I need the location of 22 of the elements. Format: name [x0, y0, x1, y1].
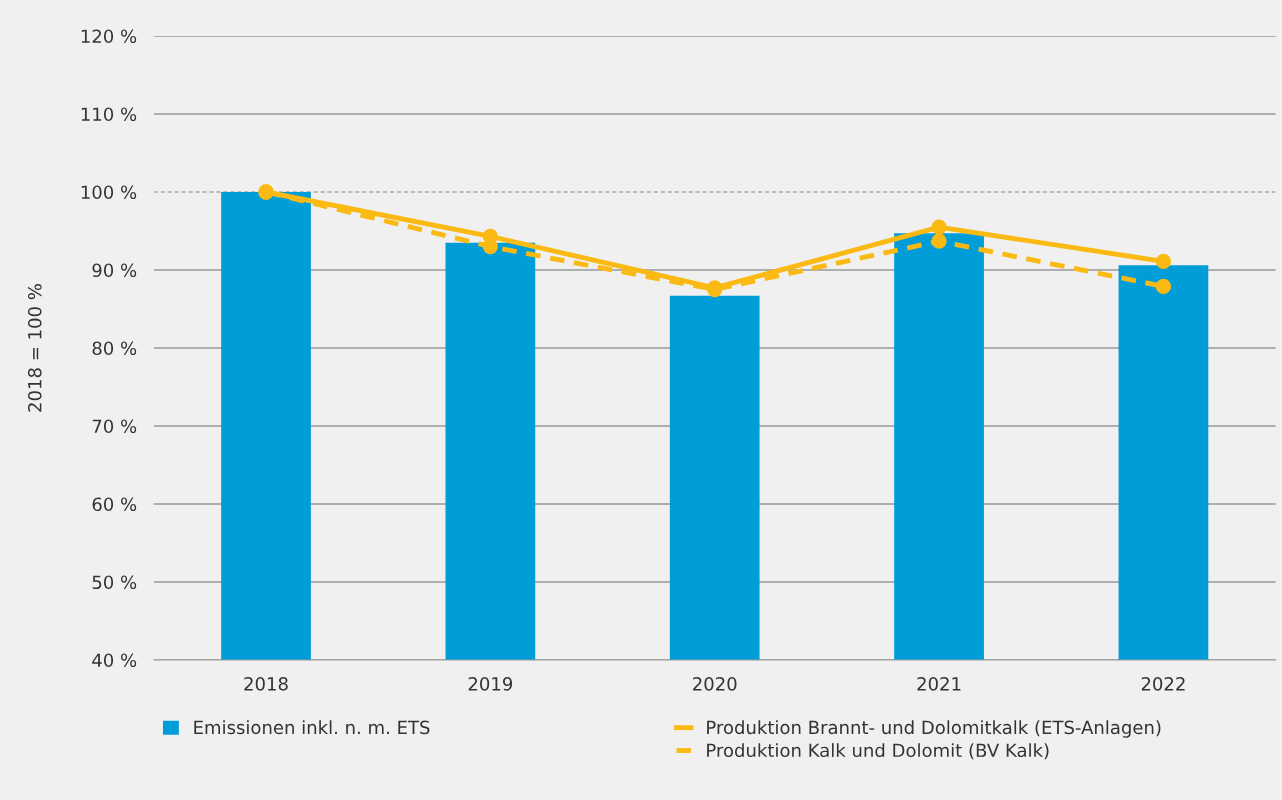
x-tick-label: 2019: [468, 676, 513, 691]
y-tick-label: 70 %: [92, 419, 137, 434]
y-tick-label: 40 %: [92, 653, 137, 668]
point: [1155, 278, 1172, 295]
y-tick-label: 80 %: [92, 341, 137, 356]
legend-label: Produktion Kalk und Dolomit (BV Kalk): [707, 743, 1049, 760]
y-tick-label: 60 %: [92, 497, 137, 512]
legend-label: Produktion Brannt- und Dolomitkalk (ETS-Anlagen): [707, 720, 1161, 738]
y-tick-label: 50 %: [92, 575, 137, 590]
x-tick-label: 2022: [1141, 676, 1185, 691]
y-tick-label: 120 %: [81, 29, 137, 44]
y-tick-label: 110 %: [81, 107, 137, 122]
y-tick-label: 90 %: [92, 263, 137, 278]
x-tick-label: 2018: [244, 676, 288, 691]
x-tick-label: 2021: [917, 676, 961, 691]
point: [1155, 253, 1172, 270]
y-axis-title: 2018 = 100 %: [27, 284, 42, 412]
legend-label: Emissionen inkl. n. m. ETS: [194, 720, 430, 735]
point: [931, 233, 947, 249]
x-tick-label: 2020: [693, 676, 737, 691]
y-tick-label: 100 %: [81, 185, 137, 200]
point: [931, 219, 947, 235]
